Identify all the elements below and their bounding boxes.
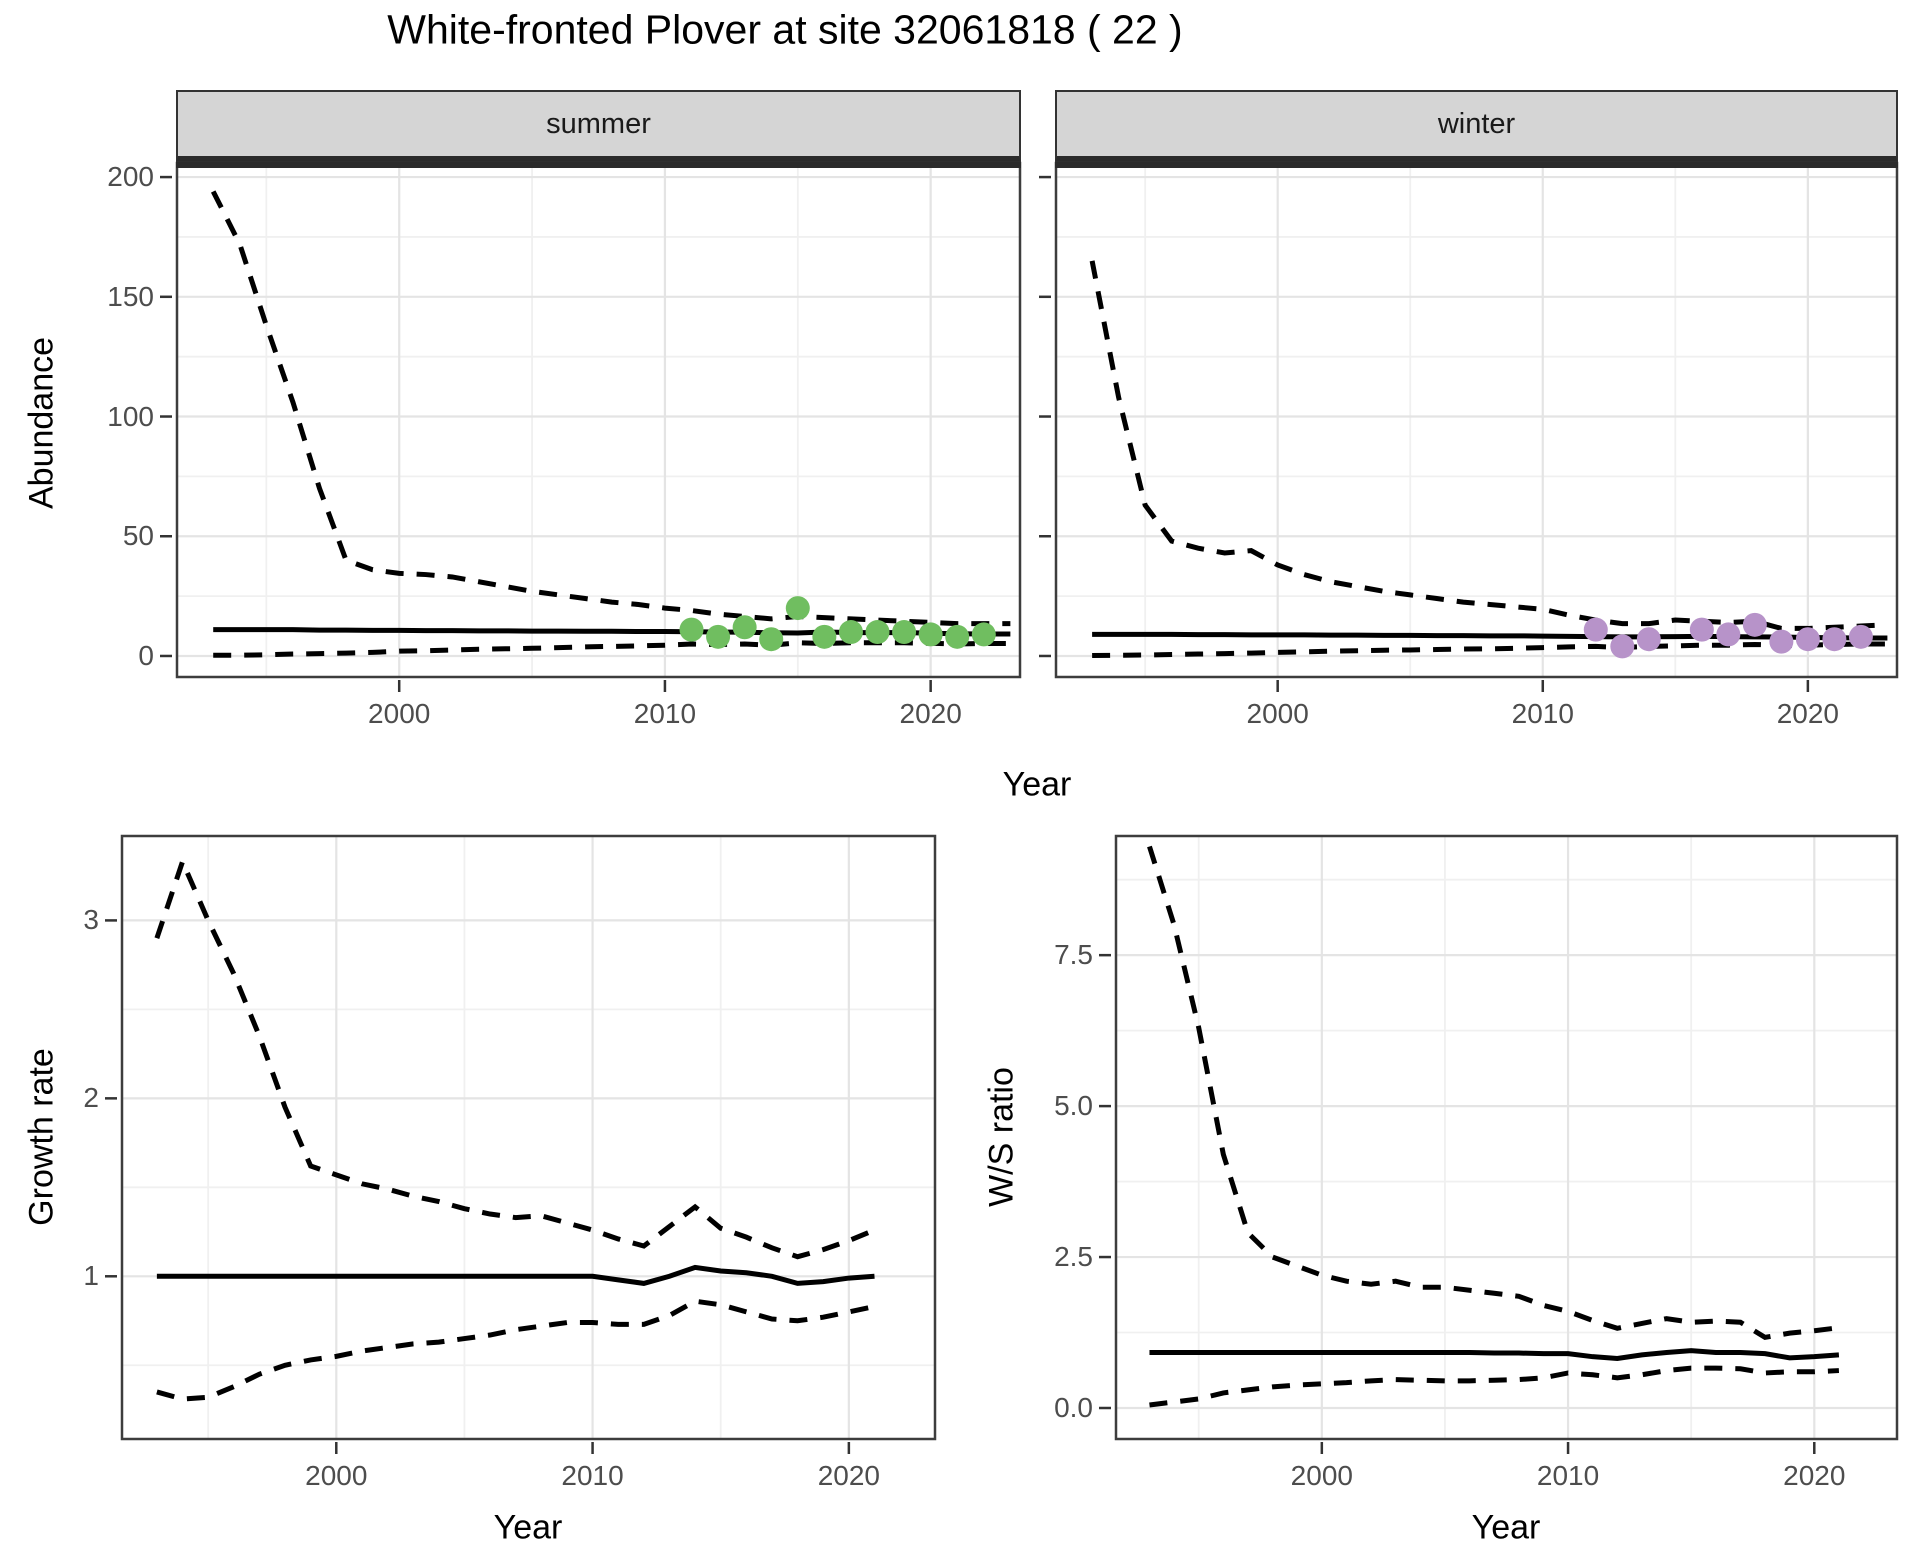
summer-y-tick-label: 50	[122, 520, 154, 552]
ws-upper_ci-line	[1147, 845, 1840, 1340]
ws-lower_ci-line	[1149, 1365, 1840, 1408]
winter-observed-count	[1795, 627, 1820, 652]
x-axis-title-year-top: Year	[1002, 765, 1072, 804]
winter-x-tick-label: 2020	[1776, 698, 1840, 729]
winter-observed-count	[1583, 617, 1608, 642]
summer-x-tick-label: 2000	[368, 698, 431, 729]
growth-x-tick-label: 2020	[817, 1460, 881, 1491]
facet-strip-summer: summer	[176, 90, 1021, 162]
x-axis-title-year-growth: Year	[493, 1508, 563, 1547]
winter-upper_ci-line	[1089, 260, 1888, 631]
y-axis-title-ws-ratio: W/S ratio	[982, 1067, 1021, 1207]
summer-observed-count	[892, 620, 917, 645]
summer-axis-ticks	[160, 175, 932, 692]
ws-y-tick-label: 7.5	[1054, 939, 1093, 971]
ws-y-tick-label: 0.0	[1054, 1391, 1093, 1423]
growth-x-tick-label: 2010	[561, 1460, 624, 1491]
ws-y-tick-label: 2.5	[1054, 1241, 1093, 1273]
ws-x-tick-label: 2000	[1290, 1460, 1353, 1491]
ws-x-tick-label: 2020	[1783, 1460, 1846, 1491]
winter-panel	[1054, 161, 1899, 679]
winter-observed-count	[1716, 622, 1741, 647]
ws-x-tick-label: 2010	[1536, 1460, 1600, 1491]
growth-median-line	[156, 1264, 875, 1286]
growth-x-tick-label: 2000	[305, 1460, 368, 1491]
winter-observed-count	[1610, 634, 1635, 659]
winter-observed-count	[1769, 629, 1794, 654]
winter-observed-count	[1636, 627, 1661, 652]
summer-observed-count	[732, 615, 757, 640]
summer-observed-count	[865, 620, 890, 645]
summer-x-tick-label: 2010	[633, 698, 697, 729]
summer-observed-count	[945, 624, 970, 649]
ws-median-line	[1149, 1348, 1840, 1362]
y-axis-title-abundance: Abundance	[22, 336, 61, 510]
growth-panel	[120, 834, 937, 1441]
winter-x-tick-label: 2010	[1511, 698, 1574, 729]
summer-panel	[175, 161, 1022, 679]
winter-observed-count	[1689, 617, 1714, 642]
facet-strip-winter-label: winter	[1437, 107, 1516, 140]
winter-observed-count	[1848, 624, 1873, 649]
summer-y-tick-label: 150	[107, 280, 154, 312]
summer-observed-count	[706, 624, 731, 649]
plot-title: White-fronted Plover at site 32061818 ( …	[387, 6, 1183, 53]
growth-panel-border	[120, 834, 937, 1441]
growth-axis-ticks	[105, 919, 851, 1454]
x-axis-title-year-ws: Year	[1471, 1508, 1541, 1547]
summer-y-tick-label: 100	[107, 400, 154, 432]
summer-observed-count	[812, 624, 837, 649]
winter-observed-count	[1822, 627, 1847, 652]
ws-y-tick-label: 5.0	[1054, 1090, 1093, 1122]
winter-observed-count	[1742, 612, 1767, 637]
summer-y-tick-label: 0	[138, 639, 154, 671]
summer-upper_ci-line	[210, 190, 1011, 627]
ws-axis-ticks	[1099, 953, 1816, 1454]
growth-y-tick-label: 3	[83, 904, 99, 936]
summer-observed-count	[785, 596, 810, 621]
summer-observed-count	[838, 620, 863, 645]
winter-lower_ci-line	[1092, 641, 1888, 658]
growth-y-tick-label: 2	[83, 1082, 99, 1114]
growth-upper_ci-line	[154, 854, 876, 1260]
winter-axis-ticks	[1039, 175, 1810, 692]
ws-panel	[1114, 834, 1899, 1441]
summer-x-tick-label: 2020	[899, 698, 962, 729]
growth-lower_ci-line	[156, 1298, 876, 1402]
y-axis-title-growth-rate: Growth rate	[22, 1048, 61, 1226]
summer-observed-count	[918, 622, 943, 647]
summer-observed-count	[971, 622, 996, 647]
summer-y-tick-label: 200	[107, 161, 154, 193]
summer-observed-count	[759, 627, 784, 652]
facet-strip-summer-label: summer	[546, 107, 651, 140]
winter-x-tick-label: 2000	[1246, 698, 1309, 729]
growth-y-tick-label: 1	[83, 1260, 99, 1292]
ws-panel-border	[1114, 834, 1899, 1441]
facet-strip-winter: winter	[1055, 90, 1898, 162]
summer-observed-count	[679, 617, 704, 642]
